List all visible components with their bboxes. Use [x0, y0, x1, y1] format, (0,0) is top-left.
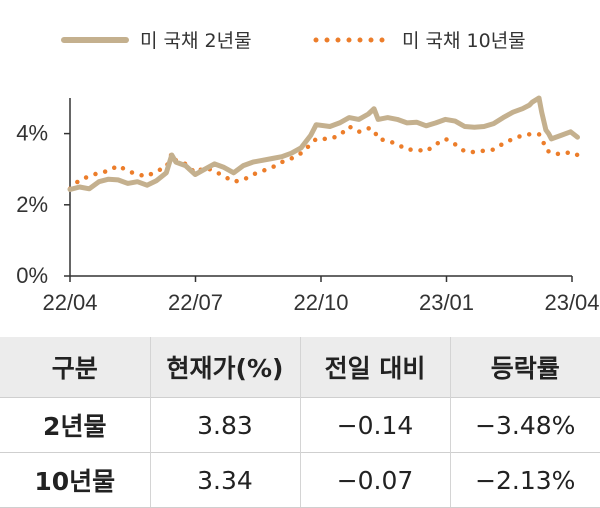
row-label: 2년물 — [0, 397, 150, 453]
cell-rate: −3.48% — [449, 397, 600, 453]
x-tick-label: 22/04 — [42, 290, 97, 315]
summary-table: 구분 현재가(%) 전일 대비 등락률 2년물 3.83 −0.14 −3.48… — [0, 337, 600, 508]
legend-label-2y: 미 국채 2년물 — [140, 30, 252, 52]
header-change: 전일 대비 — [299, 337, 450, 398]
y-tick-label: 2% — [16, 192, 48, 217]
legend-label-10y: 미 국채 10년물 — [402, 30, 526, 52]
x-tick-label: 22/10 — [293, 290, 348, 315]
chart-area: 미 국채 2년물 미 국채 10년물 0% 2% 4% 22/04 22/07 22/10… — [16, 30, 600, 315]
header-rate: 등락률 — [449, 337, 600, 398]
cell-rate: −2.13% — [449, 452, 600, 508]
header-category: 구분 — [0, 337, 150, 398]
table-header-row: 구분 현재가(%) 전일 대비 등락률 — [0, 337, 600, 398]
y-tick-label: 4% — [16, 121, 48, 146]
cell-change: −0.14 — [299, 397, 450, 453]
cell-current: 3.83 — [149, 397, 300, 453]
series-line-2y — [67, 95, 580, 192]
series-line-10y — [67, 123, 580, 192]
x-tick-label: 23/01 — [419, 290, 474, 315]
line-chart: 미 국채 2년물 미 국채 10년물 0% 2% 4% 22/04 22/07 22/10… — [16, 30, 600, 315]
x-tick-label: 23/04 — [544, 290, 599, 315]
y-tick-label: 0% — [16, 263, 48, 288]
cell-change: −0.07 — [299, 452, 450, 508]
table-row: 2년물 3.83 −0.14 −3.48% — [0, 397, 600, 453]
x-tick-label: 22/07 — [168, 290, 223, 315]
series-layer — [67, 95, 580, 192]
table-row: 10년물 3.34 −0.07 −2.13% — [0, 452, 600, 508]
legend: 미 국채 2년물 미 국채 10년물 — [61, 30, 526, 52]
row-label: 10년물 — [0, 452, 150, 508]
header-current: 현재가(%) — [149, 337, 300, 398]
axes: 0% 2% 4% 22/04 22/07 22/10 23/01 23/04 — [16, 98, 600, 315]
cell-current: 3.34 — [149, 452, 300, 508]
